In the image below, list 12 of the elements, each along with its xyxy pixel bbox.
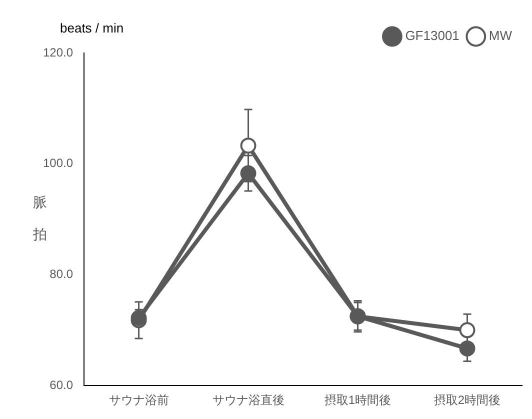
x-tick-label: サウナ浴直後	[212, 393, 284, 408]
x-tick-label: サウナ浴前	[108, 393, 169, 408]
y-axis-title: 脈拍	[32, 194, 47, 242]
y-tick-label: 60.0	[50, 378, 74, 392]
legend-label: GF13001	[405, 28, 460, 44]
x-tick-label: 摂取1時間後	[324, 393, 392, 408]
y-tick-label: 120.0	[43, 45, 74, 60]
y-tick-label: 80.0	[50, 267, 74, 282]
legend-label: MW	[488, 28, 513, 44]
x-tick-label: 摂取2時間後	[434, 393, 501, 408]
y-tick-label: 100.0	[43, 156, 74, 170]
text: beats / min	[60, 20, 124, 36]
